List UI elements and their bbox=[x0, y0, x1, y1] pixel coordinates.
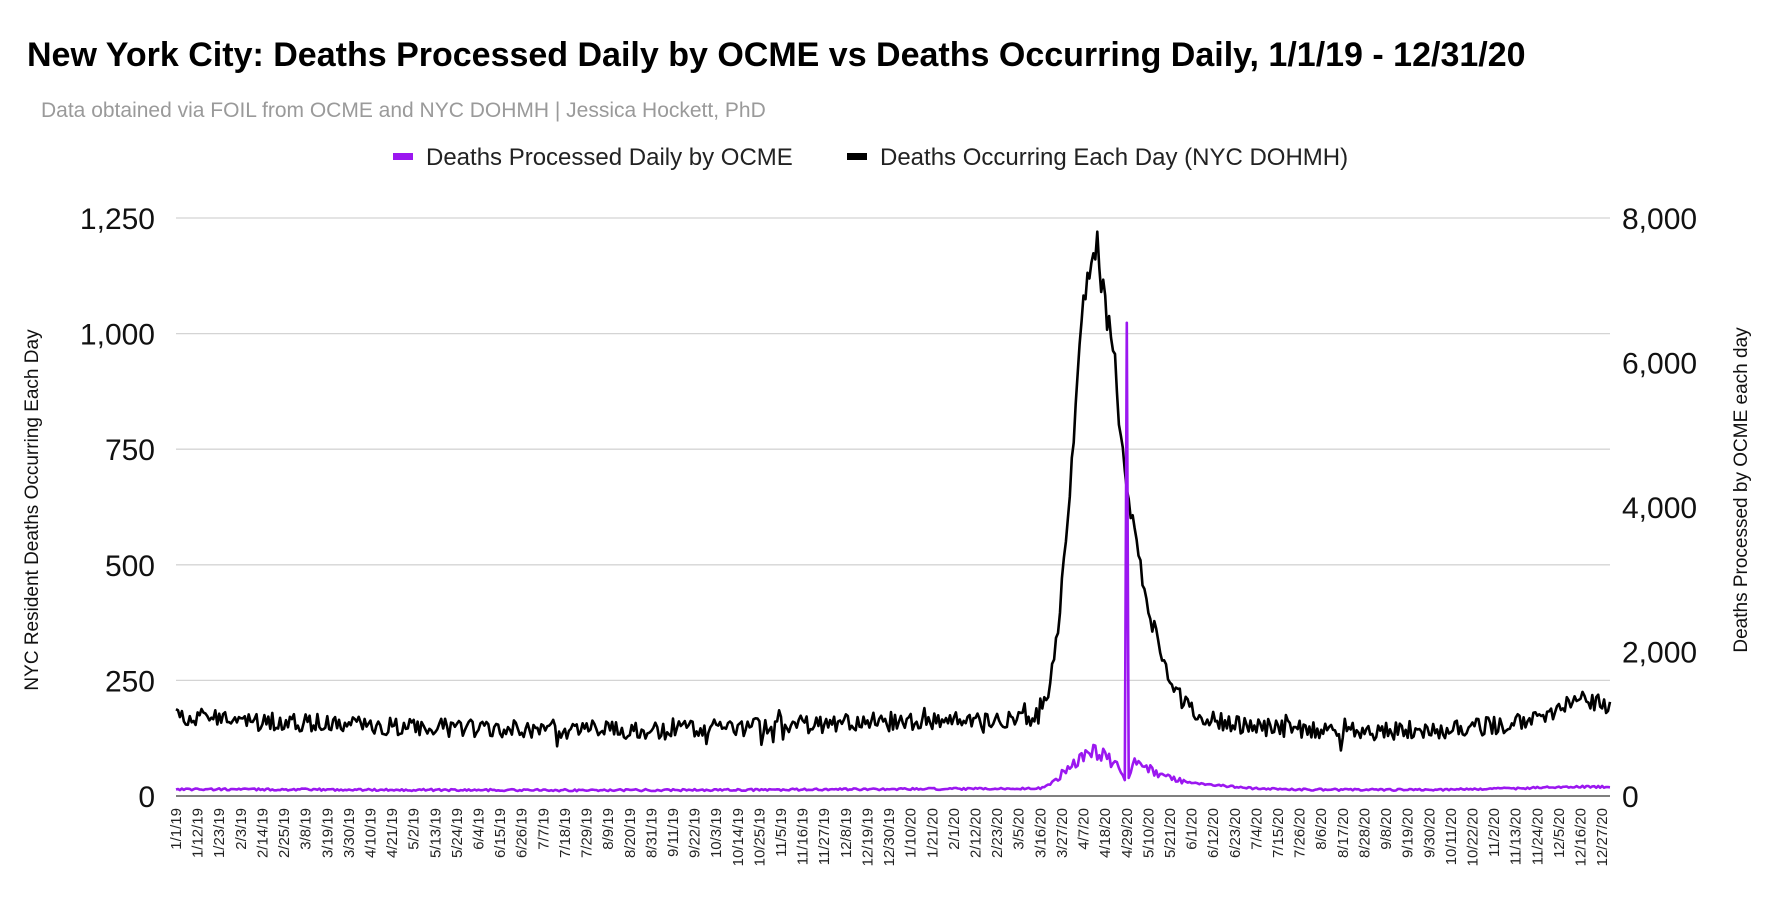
legend: Deaths Processed Daily by OCME Deaths Oc… bbox=[393, 144, 1348, 171]
x-tick-label: 1/23/19 bbox=[211, 808, 228, 858]
x-tick-label: 3/16/20 bbox=[1032, 808, 1049, 858]
x-tick-label: 4/7/20 bbox=[1076, 808, 1093, 850]
x-tick-label: 6/4/19 bbox=[471, 808, 488, 850]
right-axis-ticks: 0 2,000 4,000 6,000 8,000 bbox=[1622, 203, 1697, 814]
legend-swatch-ocme bbox=[393, 153, 413, 160]
legend-label-ocme: Deaths Processed Daily by OCME bbox=[426, 144, 793, 171]
x-tick-label: 1/1/19 bbox=[168, 808, 185, 850]
x-tick-label: 11/24/20 bbox=[1529, 808, 1546, 865]
x-tick-label: 10/25/19 bbox=[751, 808, 768, 866]
x-tick-label: 3/30/19 bbox=[341, 808, 358, 858]
x-tick-label: 10/3/19 bbox=[708, 808, 725, 858]
x-tick-label: 5/24/19 bbox=[449, 808, 466, 858]
x-tick-label: 10/11/20 bbox=[1443, 808, 1460, 865]
x-tick-label: 2/3/19 bbox=[233, 808, 250, 850]
x-tick-label: 12/8/19 bbox=[838, 808, 855, 858]
x-tick-label: 8/17/20 bbox=[1335, 808, 1352, 858]
x-tick-label: 7/15/20 bbox=[1270, 808, 1287, 858]
x-tick-label: 3/19/19 bbox=[319, 808, 336, 858]
x-tick-label: 11/27/19 bbox=[816, 808, 833, 865]
legend-swatch-dohmh bbox=[847, 153, 867, 160]
x-tick-label: 5/10/20 bbox=[1140, 808, 1157, 858]
left-tick-label: 250 bbox=[105, 665, 155, 698]
x-tick-label: 1/12/19 bbox=[190, 808, 207, 858]
x-tick-label: 8/9/19 bbox=[600, 808, 617, 850]
x-tick-label: 8/20/19 bbox=[622, 808, 639, 858]
x-tick-label: 5/13/19 bbox=[427, 808, 444, 858]
x-tick-label: 4/29/20 bbox=[1119, 808, 1136, 858]
x-tick-label: 11/2/20 bbox=[1486, 808, 1503, 857]
left-axis-label: NYC Resident Deaths Occurring Each Day bbox=[22, 329, 43, 691]
x-tick-label: 2/23/20 bbox=[989, 808, 1006, 858]
left-tick-label: 0 bbox=[138, 781, 155, 814]
x-tick-label: 3/8/19 bbox=[298, 808, 315, 850]
x-tick-label: 1/10/20 bbox=[903, 808, 920, 858]
x-tick-label: 6/1/20 bbox=[1184, 808, 1201, 850]
x-tick-label: 3/27/20 bbox=[1054, 808, 1071, 858]
chart-title: New York City: Deaths Processed Daily by… bbox=[27, 36, 1526, 74]
x-axis-ticks: 1/1/19 1/12/19 1/23/19 2/3/19 2/14/19 2/25/19… bbox=[168, 808, 1611, 866]
right-tick-label: 6,000 bbox=[1622, 348, 1697, 381]
right-axis-label: Deaths Processed by OCME each day bbox=[1731, 327, 1752, 653]
x-tick-label: 6/12/20 bbox=[1205, 808, 1222, 858]
x-tick-label: 6/26/19 bbox=[514, 808, 531, 858]
x-tick-label: 11/5/19 bbox=[773, 808, 790, 857]
series-line-ocme bbox=[175, 321, 1611, 793]
x-tick-label: 9/8/20 bbox=[1378, 808, 1395, 850]
x-tick-label: 2/1/20 bbox=[946, 808, 963, 850]
x-tick-label: 1/21/20 bbox=[924, 808, 941, 858]
x-tick-label: 6/15/19 bbox=[492, 808, 509, 858]
x-tick-label: 12/5/20 bbox=[1551, 808, 1568, 858]
x-tick-label: 10/14/19 bbox=[730, 808, 747, 866]
x-tick-label: 4/18/20 bbox=[1097, 808, 1114, 858]
x-tick-label: 8/28/20 bbox=[1356, 808, 1373, 858]
x-tick-label: 9/11/19 bbox=[665, 808, 682, 857]
x-tick-label: 12/19/19 bbox=[859, 808, 876, 866]
chart-subtitle: Data obtained via FOIL from OCME and NYC… bbox=[41, 99, 766, 122]
x-tick-label: 9/30/20 bbox=[1421, 808, 1438, 858]
x-tick-label: 7/4/20 bbox=[1248, 808, 1265, 850]
x-tick-label: 11/16/19 bbox=[795, 808, 812, 865]
left-axis-ticks: 0 250 500 750 1,000 1,250 bbox=[80, 203, 155, 814]
right-tick-label: 4,000 bbox=[1622, 492, 1697, 525]
x-tick-label: 12/27/20 bbox=[1594, 808, 1611, 866]
x-tick-label: 7/18/19 bbox=[557, 808, 574, 858]
x-tick-label: 2/14/19 bbox=[254, 808, 271, 858]
x-tick-label: 8/6/20 bbox=[1313, 808, 1330, 850]
left-tick-label: 750 bbox=[105, 434, 155, 467]
x-tick-label: 5/2/19 bbox=[406, 808, 423, 850]
left-tick-label: 1,250 bbox=[80, 203, 155, 236]
x-tick-label: 4/10/19 bbox=[362, 808, 379, 858]
right-tick-label: 0 bbox=[1622, 781, 1639, 814]
x-tick-label: 5/21/20 bbox=[1162, 808, 1179, 858]
series-line-dohmh bbox=[175, 230, 1612, 752]
x-tick-label: 12/16/20 bbox=[1573, 808, 1590, 866]
left-tick-label: 1,000 bbox=[80, 319, 155, 352]
x-tick-label: 10/22/20 bbox=[1464, 808, 1481, 866]
x-tick-label: 7/26/20 bbox=[1292, 808, 1309, 858]
x-tick-label: 3/5/20 bbox=[1011, 808, 1028, 850]
x-tick-label: 9/22/19 bbox=[687, 808, 704, 858]
x-tick-label: 2/25/19 bbox=[276, 808, 293, 858]
left-tick-label: 500 bbox=[105, 550, 155, 583]
x-tick-label: 12/30/19 bbox=[881, 808, 898, 866]
x-tick-label: 7/7/19 bbox=[535, 808, 552, 850]
x-tick-label: 9/19/20 bbox=[1400, 808, 1417, 858]
x-tick-label: 8/31/19 bbox=[643, 808, 660, 858]
series bbox=[175, 230, 1612, 793]
x-tick-label: 2/12/20 bbox=[968, 808, 985, 858]
right-tick-label: 2,000 bbox=[1622, 637, 1697, 670]
x-tick-label: 11/13/20 bbox=[1508, 808, 1525, 865]
legend-label-dohmh: Deaths Occurring Each Day (NYC DOHMH) bbox=[880, 144, 1348, 171]
x-tick-label: 7/29/19 bbox=[579, 808, 596, 858]
grid bbox=[176, 217, 1610, 797]
right-tick-label: 8,000 bbox=[1622, 203, 1697, 236]
x-tick-label: 4/21/19 bbox=[384, 808, 401, 858]
x-tick-label: 6/23/20 bbox=[1227, 808, 1244, 858]
